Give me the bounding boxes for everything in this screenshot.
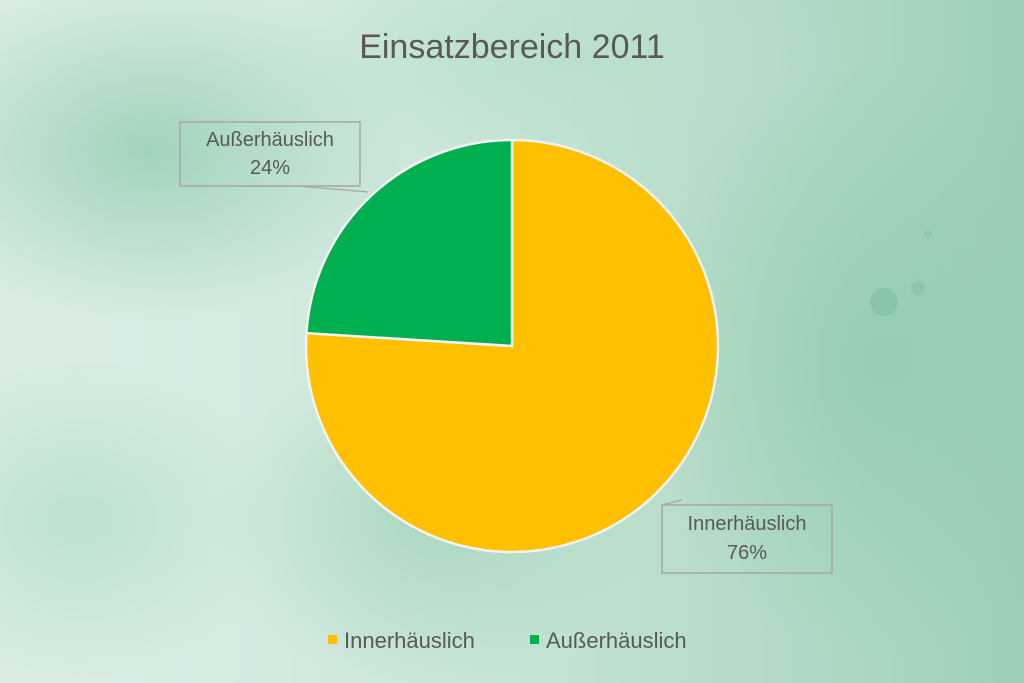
data-label-innerhaeuslich: Innerhäuslich 76% xyxy=(661,499,833,574)
pie-slice-ausserhaeuslich xyxy=(305,138,514,348)
legend-label-ausserhaeuslich: Außerhäuslich xyxy=(546,628,687,653)
data-label-ausserhaeuslich-name: Außerhäuslich xyxy=(206,129,334,151)
pie-slice-innerhaeuslich xyxy=(304,138,720,554)
legend-swatch-innerhaeuslich xyxy=(328,635,337,644)
pie-slices xyxy=(304,138,720,554)
data-label-ausserhaeuslich: Außerhäuslich 24% xyxy=(179,121,369,193)
legend-item-innerhaeuslich: Innerhäuslich xyxy=(328,628,475,653)
chart-title: Einsatzbereich 2011 xyxy=(359,28,665,66)
legend-label-innerhaeuslich: Innerhäuslich xyxy=(344,628,475,653)
data-label-innerhaeuslich-name: Innerhäuslich xyxy=(688,513,807,535)
legend-item-ausserhaeuslich: Außerhäuslich xyxy=(530,628,687,653)
data-label-innerhaeuslich-value: 76% xyxy=(727,542,767,564)
legend: Innerhäuslich Außerhäuslich xyxy=(328,628,687,653)
data-label-ausserhaeuslich-value: 24% xyxy=(250,157,290,179)
legend-swatch-ausserhaeuslich xyxy=(530,635,539,644)
